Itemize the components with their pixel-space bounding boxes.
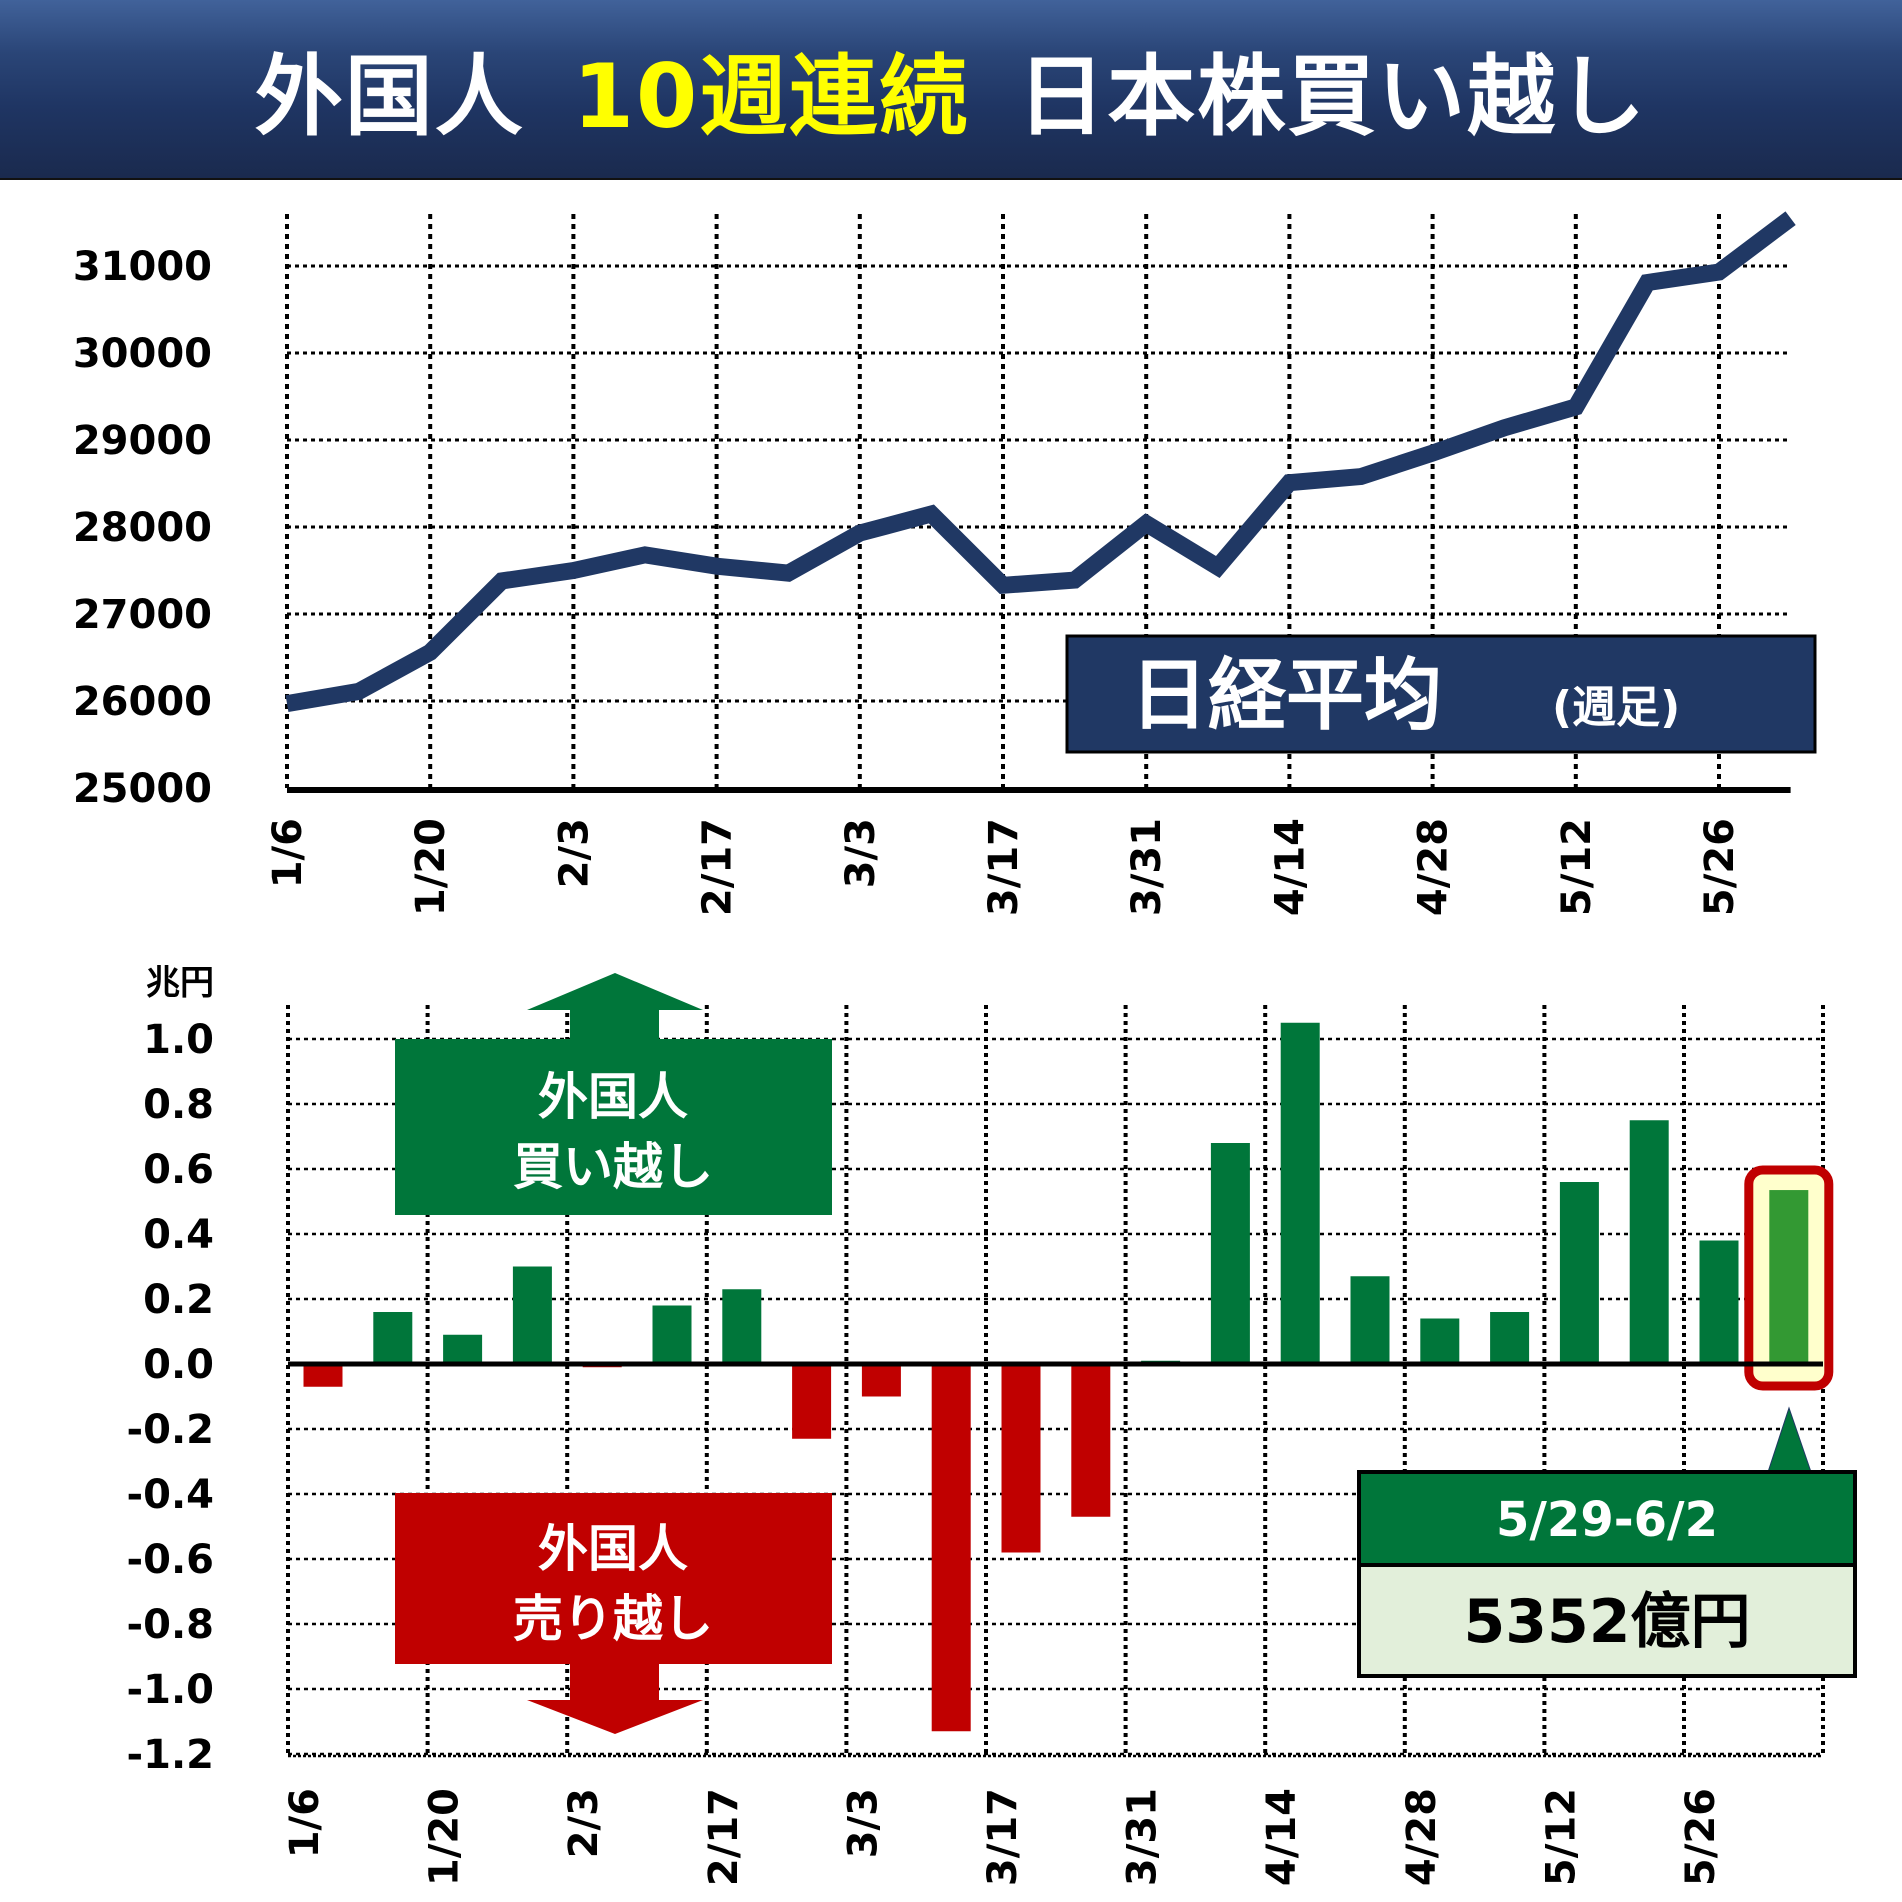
y-tick-label: -0.2	[127, 1407, 214, 1453]
title-part-foreigners: 外国人	[254, 44, 525, 148]
y-tick-label: 0.2	[143, 1277, 214, 1323]
bar-negative	[1001, 1364, 1041, 1553]
x-tick-label: 1/6	[265, 818, 311, 888]
bar-negative	[1071, 1364, 1111, 1517]
sell-label-line1: 外国人	[538, 1520, 688, 1578]
x-tick-label: 5/26	[1678, 1788, 1724, 1886]
x-tick-label: 5/12	[1554, 818, 1600, 916]
x-tick-label: 2/17	[695, 818, 741, 916]
nikkei-label-background	[1065, 634, 1817, 754]
x-tick-label: 4/14	[1267, 818, 1313, 916]
bar-positive	[1769, 1190, 1809, 1364]
nikkei-label-sub: (週足)	[1552, 682, 1680, 733]
x-tick-label: 4/14	[1259, 1788, 1305, 1886]
header-banner: 外国人 10週連続 日本株買い越し	[0, 0, 1902, 180]
x-tick-label: 2/17	[701, 1788, 747, 1886]
callout-value-box	[1357, 1563, 1857, 1678]
x-tick-label: 2/3	[561, 1788, 607, 1858]
bar-positive	[1490, 1312, 1530, 1364]
buy-label-line2: 買い越し	[513, 1138, 713, 1196]
y-tick-label: -1.0	[127, 1667, 214, 1713]
x-tick-label: 1/6	[282, 1788, 328, 1858]
page-title: 外国人 10週連続 日本株買い越し	[255, 26, 1648, 153]
x-tick-label: 4/28	[1399, 1788, 1445, 1886]
y-tick-label: 26000	[73, 679, 212, 725]
bar-positive	[1280, 1022, 1320, 1364]
x-tick-label: 3/31	[1124, 818, 1170, 916]
y-tick-label: -1.2	[127, 1732, 214, 1778]
x-tick-label: 3/3	[840, 1788, 886, 1858]
sell-label-line2: 売り越し	[513, 1590, 713, 1648]
title-part-net-buying: 日本株買い越し	[1017, 44, 1648, 148]
callout-value: 5352億円	[1464, 1587, 1751, 1657]
bar-positive	[722, 1289, 762, 1364]
y-tick-label: 25000	[73, 766, 212, 812]
bar-negative	[303, 1364, 343, 1387]
x-tick-label: 3/17	[981, 818, 1027, 916]
bar-negative	[792, 1364, 832, 1439]
nikkei-line	[285, 211, 1796, 712]
bar-negative	[861, 1364, 901, 1397]
nikkei-line-chart: 25000 26000 27000 28000 29000 30000 31000 1/6 1/…	[73, 211, 1817, 916]
callout-period-box	[1357, 1470, 1857, 1567]
y-tick-label: 0.0	[143, 1342, 214, 1388]
y-tick-label: 30000	[73, 331, 212, 377]
buy-label-box	[395, 1039, 832, 1215]
bar-positive	[1699, 1240, 1739, 1364]
y-unit-label: 兆円	[146, 963, 214, 1003]
x-tick-label: 3/31	[1120, 1788, 1166, 1886]
down-arrow-icon	[527, 1662, 703, 1734]
x-tick-label: 4/28	[1411, 818, 1457, 916]
callout: 5/29-6/2 5352億円	[1357, 1406, 1857, 1678]
bar-positive	[1210, 1143, 1250, 1364]
y-tick-label: 0.4	[143, 1212, 214, 1258]
bar-positive	[512, 1266, 552, 1364]
bar-positive	[652, 1305, 692, 1364]
y-tick-label: 28000	[73, 505, 212, 551]
bar-positive	[1559, 1182, 1599, 1364]
x-tick-label: 1/20	[408, 818, 454, 916]
x-tick-label: 2/3	[551, 818, 597, 888]
bar-negative	[931, 1364, 971, 1732]
bar-positive	[1629, 1120, 1669, 1364]
x-tick-label: 3/3	[838, 818, 884, 888]
y-tick-label: 27000	[73, 592, 212, 638]
y-tick-label: -0.6	[127, 1537, 214, 1583]
bar-positive	[443, 1334, 483, 1364]
y-tick-label: 29000	[73, 418, 212, 464]
nikkei-label-box: 日経平均 (週足)	[1065, 634, 1817, 754]
x-tick-label: 5/12	[1538, 1788, 1584, 1886]
y-tick-label: 0.6	[143, 1147, 214, 1193]
title-part-streak: 10週連続	[572, 44, 970, 148]
nikkei-label-main: 日経平均	[1130, 651, 1442, 741]
bar-positive	[1350, 1276, 1390, 1364]
x-tick-label: 5/26	[1697, 818, 1743, 916]
y-tick-label: -0.8	[127, 1602, 214, 1648]
buy-label-line1: 外国人	[538, 1068, 688, 1126]
pointer-triangle-icon	[1767, 1406, 1812, 1473]
sell-label-box	[395, 1493, 832, 1664]
x-tick-label: 3/17	[980, 1788, 1026, 1886]
y-tick-label: 0.8	[143, 1082, 214, 1128]
y-tick-label: -0.4	[127, 1472, 214, 1518]
bar-positive	[1420, 1318, 1460, 1364]
up-arrow-icon	[527, 973, 703, 1042]
x-tick-label: 1/20	[422, 1788, 468, 1886]
bar-positive	[373, 1312, 413, 1364]
foreign-flow-bar-chart: 1.0 0.8 0.6 0.4 0.2 0.0 -0.2 -0.4 -0.6 -0.8 -1.0 -1…	[127, 963, 1834, 1886]
callout-period: 5/29-6/2	[1496, 1492, 1718, 1548]
y-tick-label: 31000	[73, 244, 212, 290]
y-tick-label: 1.0	[143, 1017, 214, 1063]
